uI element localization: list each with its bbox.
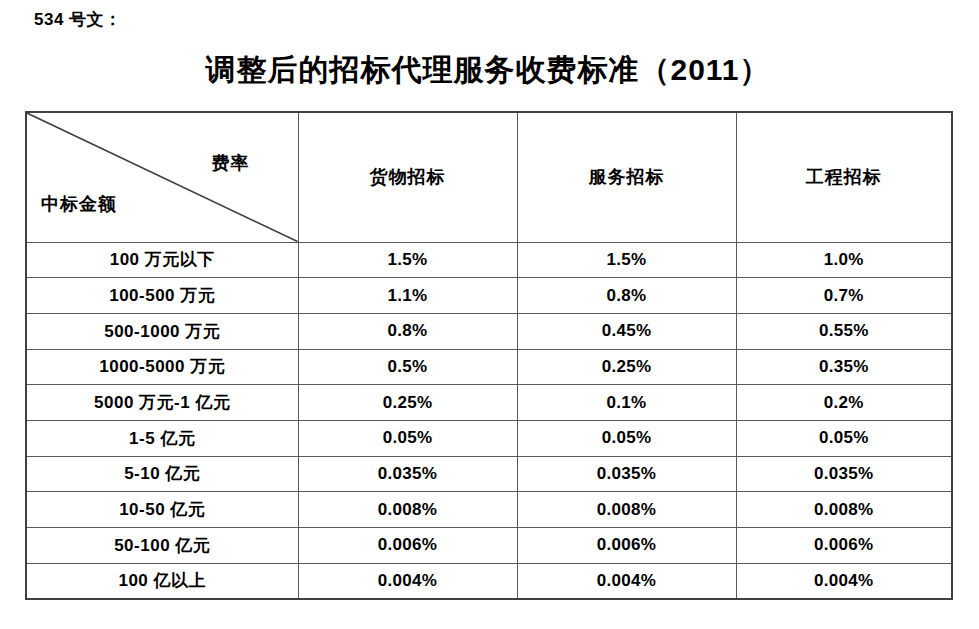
- fee-cell-services: 0.05%: [517, 420, 736, 456]
- fee-cell-goods: 0.004%: [298, 563, 517, 599]
- amount-range-cell: 100 万元以下: [26, 242, 298, 278]
- fee-cell-services: 0.035%: [517, 456, 736, 492]
- fee-cell-works: 1.0%: [736, 242, 952, 278]
- column-header-works: 工程招标: [736, 112, 952, 242]
- corner-header-cell: 费率 中标金额: [26, 112, 298, 242]
- amount-range-cell: 100 亿以上: [26, 563, 298, 599]
- amount-range-cell: 50-100 亿元: [26, 528, 298, 564]
- fee-table: 费率 中标金额 货物招标 服务招标 工程招标 100 万元以下 1.5% 1.5…: [25, 111, 953, 600]
- fee-cell-services: 0.45%: [517, 313, 736, 349]
- column-header-goods: 货物招标: [298, 112, 517, 242]
- table-row: 500-1000 万元 0.8% 0.45% 0.55%: [26, 313, 952, 349]
- fee-cell-services: 0.006%: [517, 528, 736, 564]
- fee-cell-goods: 0.5%: [298, 349, 517, 385]
- table-row: 5000 万元-1 亿元 0.25% 0.1% 0.2%: [26, 385, 952, 421]
- amount-range-cell: 10-50 亿元: [26, 492, 298, 528]
- fee-cell-services: 0.8%: [517, 278, 736, 314]
- fee-cell-services: 0.004%: [517, 563, 736, 599]
- fee-cell-goods: 0.006%: [298, 528, 517, 564]
- amount-range-cell: 5-10 亿元: [26, 456, 298, 492]
- fee-cell-goods: 0.05%: [298, 420, 517, 456]
- amount-range-cell: 5000 万元-1 亿元: [26, 385, 298, 421]
- amount-range-cell: 1-5 亿元: [26, 420, 298, 456]
- fee-cell-works: 0.008%: [736, 492, 952, 528]
- fee-cell-services: 1.5%: [517, 242, 736, 278]
- fee-cell-services: 0.25%: [517, 349, 736, 385]
- fee-cell-goods: 0.008%: [298, 492, 517, 528]
- fee-cell-goods: 1.1%: [298, 278, 517, 314]
- header-row: 费率 中标金额 货物招标 服务招标 工程招标: [26, 112, 952, 242]
- doc-number-label: 534 号文：: [34, 8, 122, 31]
- table-row: 100 万元以下 1.5% 1.5% 1.0%: [26, 242, 952, 278]
- fee-cell-works: 0.55%: [736, 313, 952, 349]
- fee-cell-works: 0.05%: [736, 420, 952, 456]
- fee-cell-works: 0.2%: [736, 385, 952, 421]
- amount-range-cell: 1000-5000 万元: [26, 349, 298, 385]
- diagonal-divider-line: [27, 113, 298, 242]
- table-row: 100-500 万元 1.1% 0.8% 0.7%: [26, 278, 952, 314]
- table-row: 10-50 亿元 0.008% 0.008% 0.008%: [26, 492, 952, 528]
- table-row: 1-5 亿元 0.05% 0.05% 0.05%: [26, 420, 952, 456]
- table-row: 50-100 亿元 0.006% 0.006% 0.006%: [26, 528, 952, 564]
- fee-cell-works: 0.006%: [736, 528, 952, 564]
- table-row: 1000-5000 万元 0.5% 0.25% 0.35%: [26, 349, 952, 385]
- fee-cell-goods: 0.035%: [298, 456, 517, 492]
- column-header-services: 服务招标: [517, 112, 736, 242]
- table-row: 100 亿以上 0.004% 0.004% 0.004%: [26, 563, 952, 599]
- fee-cell-works: 0.7%: [736, 278, 952, 314]
- fee-cell-services: 0.008%: [517, 492, 736, 528]
- fee-cell-works: 0.35%: [736, 349, 952, 385]
- fee-cell-services: 0.1%: [517, 385, 736, 421]
- amount-range-cell: 100-500 万元: [26, 278, 298, 314]
- amount-range-cell: 500-1000 万元: [26, 313, 298, 349]
- corner-label-rate: 费率: [212, 151, 250, 175]
- corner-label-amount: 中标金额: [41, 192, 117, 216]
- table-row: 5-10 亿元 0.035% 0.035% 0.035%: [26, 456, 952, 492]
- fee-cell-goods: 1.5%: [298, 242, 517, 278]
- fee-cell-goods: 0.8%: [298, 313, 517, 349]
- fee-cell-goods: 0.25%: [298, 385, 517, 421]
- page-title: 调整后的招标代理服务收费标准（2011）: [25, 50, 951, 91]
- document-page: 534 号文： 调整后的招标代理服务收费标准（2011） 费率 中标金额 货物招…: [0, 0, 979, 629]
- fee-cell-works: 0.035%: [736, 456, 952, 492]
- fee-cell-works: 0.004%: [736, 563, 952, 599]
